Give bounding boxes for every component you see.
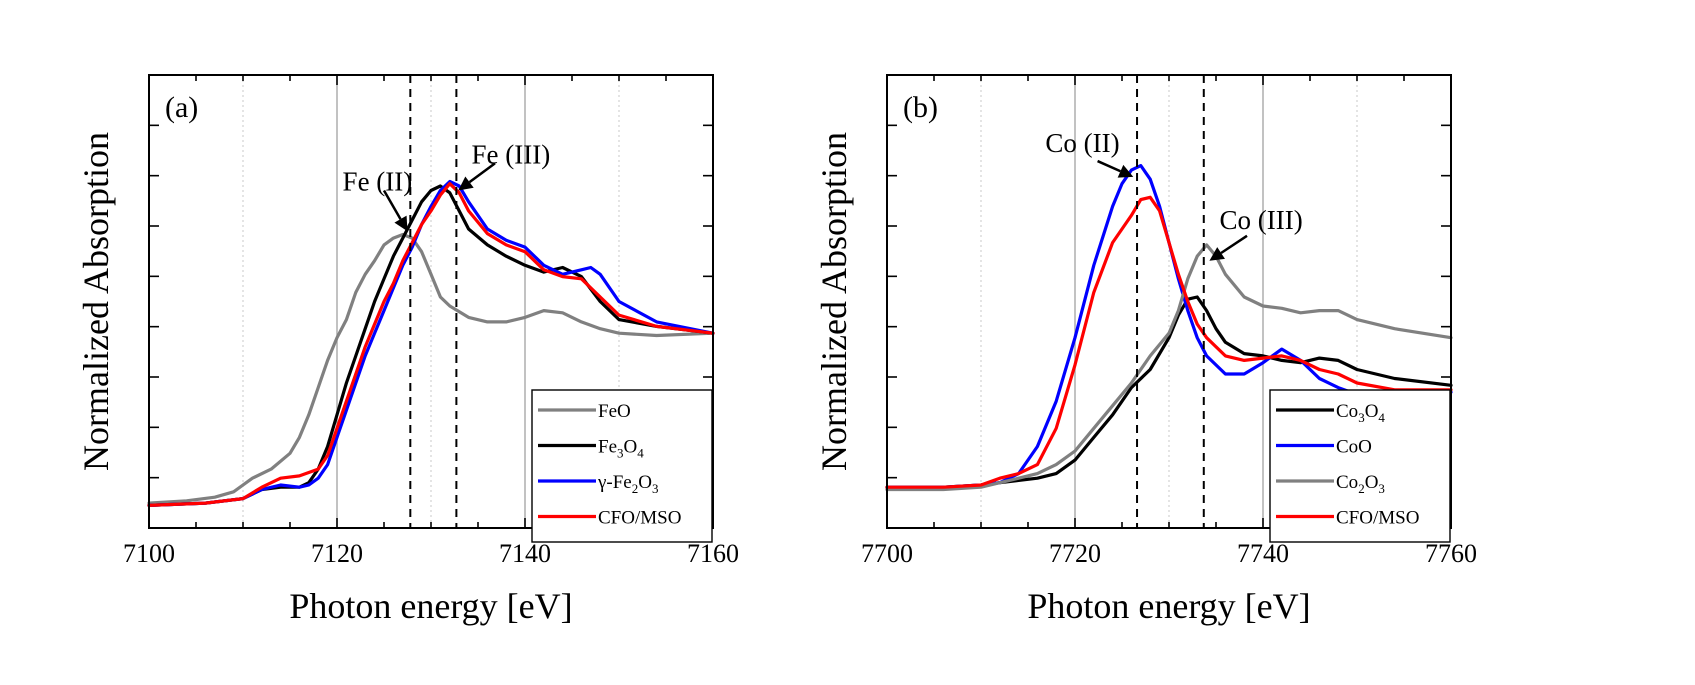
legend-label-subscript: 4 <box>1378 410 1385 425</box>
panel-b-annotation-arrowhead <box>1117 164 1134 178</box>
panel-a-legend-label: Fe3O4 <box>598 437 644 461</box>
panel-b: 7700 7720 7740 7760 (b) Photon energy [eV] … <box>814 74 1477 626</box>
panel-b-series-line-2 <box>885 243 1453 492</box>
panel-a-x-tick-label: 7160 <box>687 539 739 568</box>
legend-label-subscript: 4 <box>637 446 644 461</box>
legend-label-prefix: γ- <box>597 472 613 493</box>
panel-a-annotation-arrowhead <box>458 176 474 191</box>
legend-label-main: Co <box>1336 472 1358 493</box>
panel-a-series-line-2 <box>147 179 715 507</box>
panel-b-annotation-arrowhead <box>1209 247 1225 261</box>
panel-b-annotation-arrow <box>1097 159 1121 173</box>
legend-label-subscript: 3 <box>652 481 659 496</box>
panel-a-y-axis-title: Normalized Absorption <box>76 132 116 471</box>
legend-label-main: FeO <box>598 401 631 422</box>
panel-a-label: (a) <box>165 91 198 124</box>
panel-b-legend-label: Co3O4 <box>1336 401 1385 425</box>
panel-a-x-axis-title: Photon energy [eV] <box>289 586 572 626</box>
panel-b-legend-label: Co2O3 <box>1336 472 1385 496</box>
legend-label-subscript: 3 <box>617 446 624 461</box>
panel-b-x-tick-label: 7740 <box>1237 539 1289 568</box>
legend-label-main: Co <box>1336 401 1358 422</box>
legend-label-tail: O <box>1365 472 1379 493</box>
panel-a: 7100 7120 7140 7160 (a) Photon energy [eV] … <box>76 74 739 626</box>
legend-label-main: Fe <box>613 472 632 493</box>
panel-b-annotation-label: Co (II) <box>1045 128 1119 158</box>
legend-label-subscript: 3 <box>1358 410 1365 425</box>
legend-label-tail: O <box>638 472 652 493</box>
panel-a-legend-label: γ-Fe2O3 <box>597 472 658 496</box>
panel-b-annotation-arrow <box>1220 234 1248 255</box>
panel-b-x-tick-label: 7760 <box>1425 539 1477 568</box>
panel-a-x-tick-label: 7100 <box>123 539 175 568</box>
panel-a-x-tick-label: 7120 <box>311 539 363 568</box>
legend-label-main: CoO <box>1336 437 1372 458</box>
panel-b-series-line-0 <box>885 295 1453 489</box>
legend-label-main: CFO/MSO <box>1336 508 1419 529</box>
legend-label-main: CFO/MSO <box>598 508 681 529</box>
legend-label-subscript: 3 <box>1378 481 1385 496</box>
panel-a-annotation-label: Fe (III) <box>472 139 551 169</box>
panel-a-annotation-arrow <box>382 189 402 220</box>
legend-label-subscript: 2 <box>632 481 639 496</box>
panel-b-legend-label: CFO/MSO <box>1336 508 1419 529</box>
panel-b-x-tick-label: 7700 <box>861 539 913 568</box>
panel-a-annotation-arrow <box>468 162 496 184</box>
panel-a-legend-label: FeO <box>598 401 631 422</box>
panel-b-series-line-3 <box>885 195 1453 489</box>
panel-b-x-axis-title: Photon energy [eV] <box>1027 586 1310 626</box>
panel-a-x-tick-label: 7140 <box>499 539 551 568</box>
panel-b-x-tick-label: 7720 <box>1049 539 1101 568</box>
legend-label-tail: O <box>1365 401 1379 422</box>
legend-label-subscript: 2 <box>1358 481 1365 496</box>
panel-a-annotation-arrowhead <box>394 215 408 232</box>
panel-b-y-axis-title: Normalized Absorption <box>814 132 854 471</box>
panel-a-series-line-0 <box>147 232 715 505</box>
legend-label-tail: O <box>624 437 638 458</box>
panel-b-label: (b) <box>903 91 938 124</box>
panel-a-legend-label: CFO/MSO <box>598 508 681 529</box>
legend-label-main: Fe <box>598 437 617 458</box>
panel-a-annotation-label: Fe (II) <box>343 167 413 197</box>
panel-b-annotation-label: Co (III) <box>1220 205 1303 235</box>
panel-b-legend-label: CoO <box>1336 437 1372 458</box>
panel-a-series-line-3 <box>147 182 715 507</box>
